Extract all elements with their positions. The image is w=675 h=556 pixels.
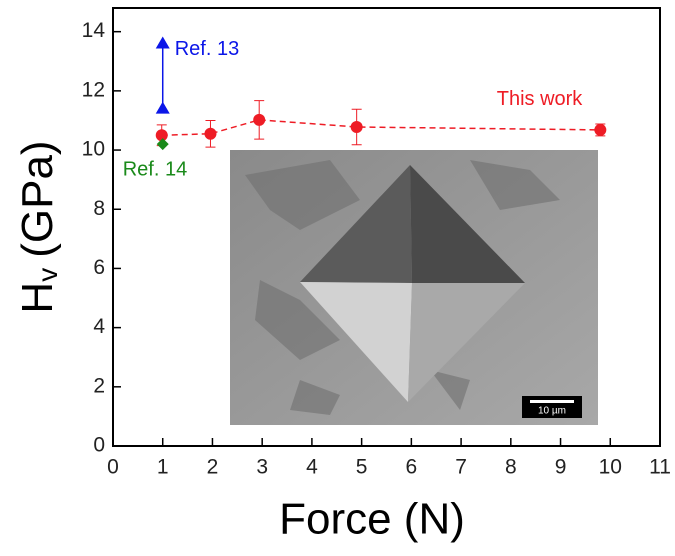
y-tick-label: 8 <box>93 197 105 220</box>
y-tick-label: 12 <box>82 78 105 101</box>
x-tick-label: 10 <box>599 456 622 479</box>
point <box>594 123 607 136</box>
x-tick-label: 0 <box>107 456 119 479</box>
x-tick-label: 3 <box>256 456 268 479</box>
y-label-sub: v <box>32 268 63 282</box>
series-line <box>161 119 601 137</box>
x-tick-label: 6 <box>406 456 418 479</box>
point <box>155 101 170 114</box>
series-label: Ref. 14 <box>123 158 187 180</box>
point <box>155 36 170 49</box>
plot-frame <box>112 7 661 447</box>
y-tick-label: 6 <box>93 256 105 279</box>
x-tick-label: 11 <box>649 456 671 479</box>
x-tick-label: 9 <box>555 456 567 479</box>
y-tick-label: 14 <box>82 19 106 42</box>
point <box>350 120 363 133</box>
scale-bar-label: 10 µm <box>538 406 566 417</box>
point <box>253 113 266 126</box>
x-tick-label: 8 <box>505 456 517 479</box>
series-label: Ref. 13 <box>175 38 239 60</box>
x-tick-label: 1 <box>157 456 169 479</box>
y-axis-label: Hv (GPa) <box>13 140 64 313</box>
y-tick-label: 2 <box>93 374 105 397</box>
sem-inset: 10 µm <box>230 150 598 425</box>
point <box>156 138 169 151</box>
y-tick-label: 4 <box>93 315 105 338</box>
x-tick-label: 7 <box>455 456 467 479</box>
point <box>204 127 217 140</box>
y-tick-label: 0 <box>93 434 105 457</box>
x-tick-label: 4 <box>306 456 318 479</box>
y-label-main: H <box>13 282 62 314</box>
series-label: This work <box>497 88 584 110</box>
y-label-unit: (GPa) <box>13 140 62 257</box>
x-axis-label: Force (N) <box>279 495 465 544</box>
x-tick-label: 2 <box>207 456 219 479</box>
x-tick-label: 5 <box>356 456 368 479</box>
point <box>155 129 168 142</box>
y-tick-label: 10 <box>82 138 105 161</box>
